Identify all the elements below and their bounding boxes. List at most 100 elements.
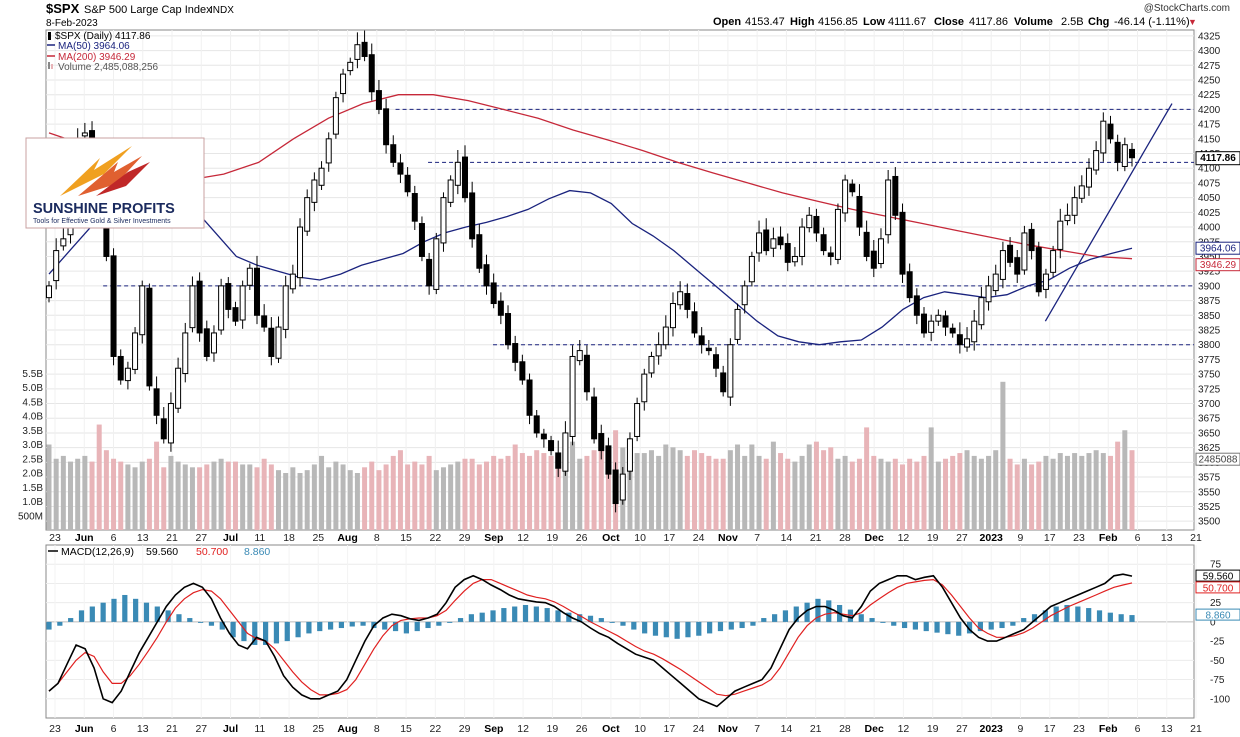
macd-hist-bar xyxy=(425,621,431,629)
macd-hist-bar xyxy=(78,610,85,622)
macd-hist-bar xyxy=(577,614,583,622)
volume-bar xyxy=(491,455,497,530)
candle-body xyxy=(1100,120,1107,154)
macd-hist-bar xyxy=(891,621,897,626)
volume-bar xyxy=(125,464,131,530)
volume-bar xyxy=(189,467,195,530)
candle-body xyxy=(1085,167,1092,188)
volume-bar xyxy=(921,455,927,530)
candle-body xyxy=(720,372,727,393)
volume-bar xyxy=(878,458,884,530)
date-tick-label: Sep xyxy=(484,532,503,544)
date-tick-label: 12 xyxy=(517,532,529,544)
date-tick-label: 23 xyxy=(49,723,61,735)
candle-body xyxy=(562,432,569,472)
volume-bar xyxy=(512,444,518,530)
chg-value: -46.14 (-1.11%) xyxy=(1114,16,1190,28)
macd-hist-bar xyxy=(707,621,713,634)
date-tick-label: Jul xyxy=(223,723,238,735)
date-tick-label: 25 xyxy=(312,532,324,544)
candle-body xyxy=(1021,232,1028,271)
volume-bar xyxy=(225,461,231,530)
ma200-line xyxy=(48,94,1133,260)
volume-bar xyxy=(362,467,368,530)
candle-body xyxy=(469,192,476,240)
candle-body xyxy=(375,90,382,110)
candle-body xyxy=(705,347,712,352)
volume-bar xyxy=(390,455,396,530)
macd-hist-bar xyxy=(1107,612,1113,622)
signal-badge-value: 50.700 xyxy=(1203,583,1234,594)
volume-bar xyxy=(957,453,963,530)
volume-bar xyxy=(68,461,74,530)
candle-body xyxy=(827,252,834,257)
legend-price: $SPX (Daily) 4117.86 xyxy=(55,31,151,42)
macd-hist-bar xyxy=(187,618,193,622)
volume-bar xyxy=(46,444,52,530)
macd-hist-bar xyxy=(306,621,312,634)
macd-tick-label: -100 xyxy=(1210,694,1230,705)
macd-hist-bar xyxy=(815,598,821,622)
volume-bar xyxy=(254,467,260,530)
candle-body xyxy=(533,415,540,434)
date-tick-label: Nov xyxy=(718,723,738,735)
volume-bar xyxy=(89,461,95,530)
price-tick-label: 3525 xyxy=(1198,502,1221,513)
macd-hist-bar xyxy=(327,621,334,630)
volume-bar xyxy=(670,447,676,530)
candle-body xyxy=(210,332,217,354)
volume-bar xyxy=(75,458,81,530)
date-tick-label: 24 xyxy=(693,532,705,544)
macd-tick-label: 25 xyxy=(1210,598,1222,609)
signal-value: 50.700 xyxy=(196,546,228,558)
macd-hist-bar xyxy=(945,621,951,635)
volume-bar xyxy=(720,458,726,530)
macd-hist-bar xyxy=(1075,606,1081,622)
volume-bar xyxy=(770,441,776,530)
volume-bar xyxy=(677,450,683,530)
close-value: 4117.86 xyxy=(969,16,1008,28)
logo-name: SUNSHINE PROFITS xyxy=(33,201,175,217)
candle-body xyxy=(268,327,275,357)
macd-hist-bar xyxy=(46,621,52,630)
macd-hist-bar xyxy=(208,621,215,626)
volume-bar xyxy=(935,461,941,530)
candle-body xyxy=(691,311,698,334)
candle-body xyxy=(756,232,763,254)
volume-bar xyxy=(821,450,827,530)
date-tick-label: 22 xyxy=(429,532,441,544)
macd-hist-bar xyxy=(642,621,648,634)
macd-tick-label: 0 xyxy=(1210,617,1216,628)
macd-hist-bar xyxy=(479,612,485,622)
trendline xyxy=(1044,103,1173,322)
candle-body xyxy=(490,282,497,305)
candle-body xyxy=(447,179,454,203)
date-tick-label: 17 xyxy=(1044,532,1056,544)
candle-body xyxy=(684,293,691,310)
candle-body xyxy=(110,255,117,357)
candle-body xyxy=(598,433,605,452)
hist-badge-value: 8.860 xyxy=(1205,611,1230,622)
date-tick-label: 23 xyxy=(1073,723,1085,735)
macd-hist-bar xyxy=(468,614,474,622)
date-tick-label: 17 xyxy=(664,532,676,544)
candle-body xyxy=(626,438,633,472)
volume-tick-label: 1.5B xyxy=(22,483,43,494)
volume-bar xyxy=(849,461,855,530)
macd-hist-bar xyxy=(674,621,680,639)
date-tick-label: 8 xyxy=(374,723,380,735)
close-label: Close xyxy=(934,16,964,28)
macd-hist-bar xyxy=(750,621,756,626)
macd-hist-bar xyxy=(880,621,886,623)
volume-bar xyxy=(713,458,719,530)
date-tick-label: 7 xyxy=(754,532,760,544)
volume-bar xyxy=(369,461,375,530)
candle-body xyxy=(246,267,253,286)
candle-body xyxy=(605,445,612,475)
candle-body xyxy=(540,433,547,440)
volume-bar xyxy=(914,461,920,530)
volume-bar xyxy=(161,467,167,530)
volume-bar xyxy=(1000,381,1006,530)
date-tick-label: 9 xyxy=(1018,723,1024,735)
volume-bar xyxy=(605,453,611,530)
